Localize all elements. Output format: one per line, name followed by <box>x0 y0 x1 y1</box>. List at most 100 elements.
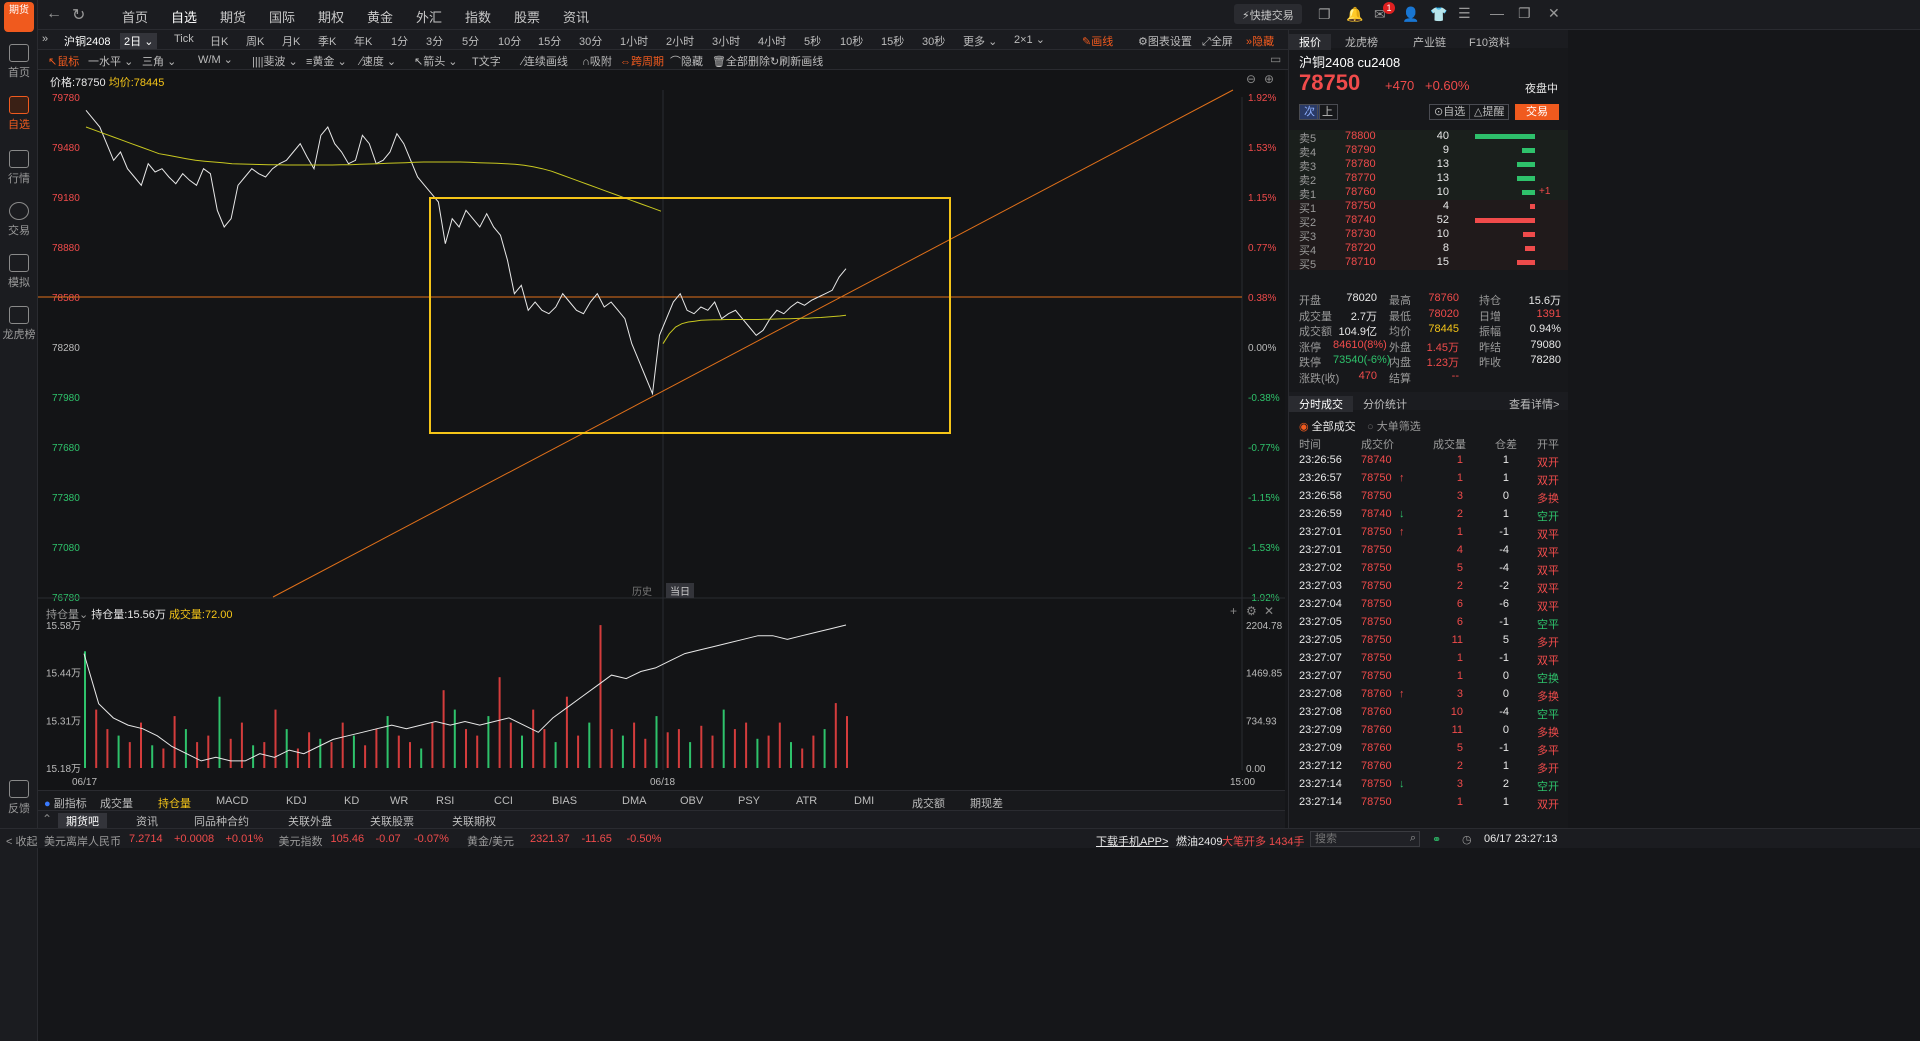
close-icon[interactable]: ✕ <box>1264 604 1275 618</box>
period-month[interactable]: 月K <box>282 36 301 48</box>
news-text[interactable]: 大笔开多 1434手 <box>1222 836 1305 848</box>
period-30m[interactable]: 30分 <box>579 36 603 48</box>
status-quote-name[interactable]: 美元指数 <box>278 836 323 848</box>
tab-tick-trades[interactable]: 分时成交 <box>1289 396 1353 412</box>
today-tab[interactable]: 当日 <box>666 583 694 598</box>
search-input[interactable] <box>1311 832 1401 846</box>
menu-news[interactable]: 资讯 <box>563 10 590 25</box>
app-logo[interactable]: 期货 <box>4 2 34 32</box>
period-10m[interactable]: 10分 <box>498 36 522 48</box>
nav-market[interactable]: 行情 <box>0 150 38 186</box>
menu-intl[interactable]: 国际 <box>269 10 296 25</box>
indicator-持仓量[interactable]: 持仓量 <box>158 798 191 810</box>
bottom-tab[interactable]: 资讯 <box>136 816 158 828</box>
period-5s[interactable]: 5秒 <box>804 36 822 48</box>
period-15s[interactable]: 15秒 <box>881 36 905 48</box>
indicator-PSY[interactable]: PSY <box>738 795 761 807</box>
period-more[interactable]: 更多 ⌄ <box>963 33 997 49</box>
indicator-ATR[interactable]: ATR <box>796 795 818 807</box>
period-4h[interactable]: 4小时 <box>758 36 787 48</box>
indicator-WR[interactable]: WR <box>390 795 409 807</box>
range-select[interactable]: 2日 ⌄ <box>120 33 158 49</box>
bottom-tab[interactable]: 关联外盘 <box>288 816 332 828</box>
indicator-DMI[interactable]: DMI <box>854 795 875 807</box>
period-15m[interactable]: 15分 <box>538 36 562 48</box>
tab-dragon[interactable]: 龙虎榜 <box>1345 37 1378 49</box>
status-quote-name[interactable]: 美元离岸人民币 <box>44 836 121 848</box>
menu-options[interactable]: 期权 <box>318 10 345 25</box>
period-3m[interactable]: 3分 <box>426 36 444 48</box>
chart-area[interactable]: 79780 1.92% 79480 1.53% 79180 1.15% 78880 0.77%… <box>38 52 1285 800</box>
zoom-in-icon[interactable]: ⊕ <box>1264 72 1275 86</box>
tool-speed[interactable]: ⁄速度 ⌄ <box>360 53 396 69</box>
search-icon[interactable]: ⌕ <box>1409 832 1416 844</box>
menu-forex[interactable]: 外汇 <box>416 10 443 25</box>
period-tick[interactable]: Tick <box>174 33 194 45</box>
restore-icon[interactable]: ❐ <box>1518 5 1531 21</box>
shirt-icon[interactable]: 👕 <box>1430 6 1448 22</box>
symbol-name[interactable]: 沪铜2408 <box>64 36 111 48</box>
nav-dragon-tiger[interactable]: 龙虎榜 <box>0 306 38 342</box>
period-day[interactable]: 日K <box>210 36 229 48</box>
gear-icon[interactable]: ⚙ <box>1246 604 1257 618</box>
download-app-link[interactable]: 下载手机APP> <box>1096 836 1169 848</box>
tool-text[interactable]: T文字 <box>472 53 501 69</box>
collapse-button[interactable]: < 收起 <box>6 836 38 848</box>
tick-more-link[interactable]: 查看详情> <box>1509 399 1560 411</box>
plus-icon[interactable]: + <box>1230 604 1238 618</box>
bottom-tab[interactable]: 期货吧 <box>58 813 107 829</box>
indicator-期现差[interactable]: 期现差 <box>970 798 1003 810</box>
menu-futures[interactable]: 期货 <box>220 10 247 25</box>
period-2h[interactable]: 2小时 <box>666 36 695 48</box>
tool-continuous[interactable]: ⁄连续画线 <box>522 53 568 69</box>
tool-delete-all[interactable]: 🗑全部删除 <box>712 53 770 69</box>
user-icon[interactable]: 👤 <box>1402 6 1420 22</box>
refresh-icon[interactable]: ↻ <box>72 7 86 24</box>
back-icon[interactable]: ← <box>46 5 62 22</box>
tool-horizontal[interactable]: 一水平 ⌄ <box>88 53 133 69</box>
nav-home[interactable]: 首页 <box>0 44 38 80</box>
period-week[interactable]: 周K <box>246 36 265 48</box>
alert-button[interactable]: △提醒 <box>1469 104 1510 120</box>
expand-icon[interactable]: » <box>42 33 49 45</box>
history-tab[interactable]: 历史 <box>632 587 652 598</box>
tab-industry[interactable]: 产业链 <box>1413 37 1446 49</box>
indicator-OBV[interactable]: OBV <box>680 795 704 807</box>
indicator-RSI[interactable]: RSI <box>436 795 455 807</box>
menu-gold[interactable]: 黄金 <box>367 10 394 25</box>
layers-icon[interactable]: ▭ <box>1270 52 1282 66</box>
period-30s[interactable]: 30秒 <box>922 36 946 48</box>
nav-trade[interactable]: 交易 <box>0 202 38 238</box>
menu-stocks[interactable]: 股票 <box>514 10 541 25</box>
nav-watchlist[interactable]: 自选 <box>0 96 38 132</box>
indicator-成交额[interactable]: 成交额 <box>912 798 945 810</box>
period-3h[interactable]: 3小时 <box>712 36 741 48</box>
nav-simulate[interactable]: 模拟 <box>0 254 38 290</box>
prev-button[interactable]: 上 <box>1317 104 1338 120</box>
minimize-icon[interactable]: — <box>1490 5 1504 21</box>
period-1h[interactable]: 1小时 <box>620 36 649 48</box>
intraday-chart[interactable]: 79780 1.92% 79480 1.53% 79180 1.15% 78880 0.77%… <box>38 70 1285 800</box>
collapse-up-icon[interactable]: ⌃ <box>42 812 53 826</box>
tool-golden[interactable]: ≡黄金 ⌄ <box>306 53 347 69</box>
bell-icon[interactable]: 🔔 <box>1346 6 1364 22</box>
filter-all[interactable]: ◉ 全部成交 <box>1299 418 1356 434</box>
mail-icon[interactable]: ✉ <box>1374 6 1386 22</box>
close-icon[interactable]: ✕ <box>1548 5 1560 21</box>
next-button[interactable]: 次 <box>1299 104 1320 120</box>
window-icon[interactable]: ❐ <box>1318 6 1331 22</box>
tool-snap[interactable]: ∩吸附 <box>582 53 612 69</box>
tab-price-stats[interactable]: 分价统计 <box>1363 399 1407 411</box>
oi-select[interactable]: 持仓量⌄ <box>46 609 88 621</box>
sub-indicator-label[interactable]: ● 副指标 <box>44 795 87 811</box>
menu-icon[interactable]: ☰ <box>1458 5 1471 21</box>
period-5m[interactable]: 5分 <box>462 36 480 48</box>
filter-big[interactable]: ○ 大单筛选 <box>1367 418 1421 434</box>
bottom-tab[interactable]: 关联期权 <box>452 816 496 828</box>
tab-f10[interactable]: F10资料 <box>1469 37 1510 49</box>
indicator-成交量[interactable]: 成交量 <box>100 798 133 810</box>
indicator-KDJ[interactable]: KDJ <box>286 795 307 807</box>
zoom-out-icon[interactable]: ⊖ <box>1246 72 1257 86</box>
tool-cross-period[interactable]: ⇔跨周期 <box>620 53 664 69</box>
tool-refresh[interactable]: ↻刷新画线 <box>770 53 823 69</box>
